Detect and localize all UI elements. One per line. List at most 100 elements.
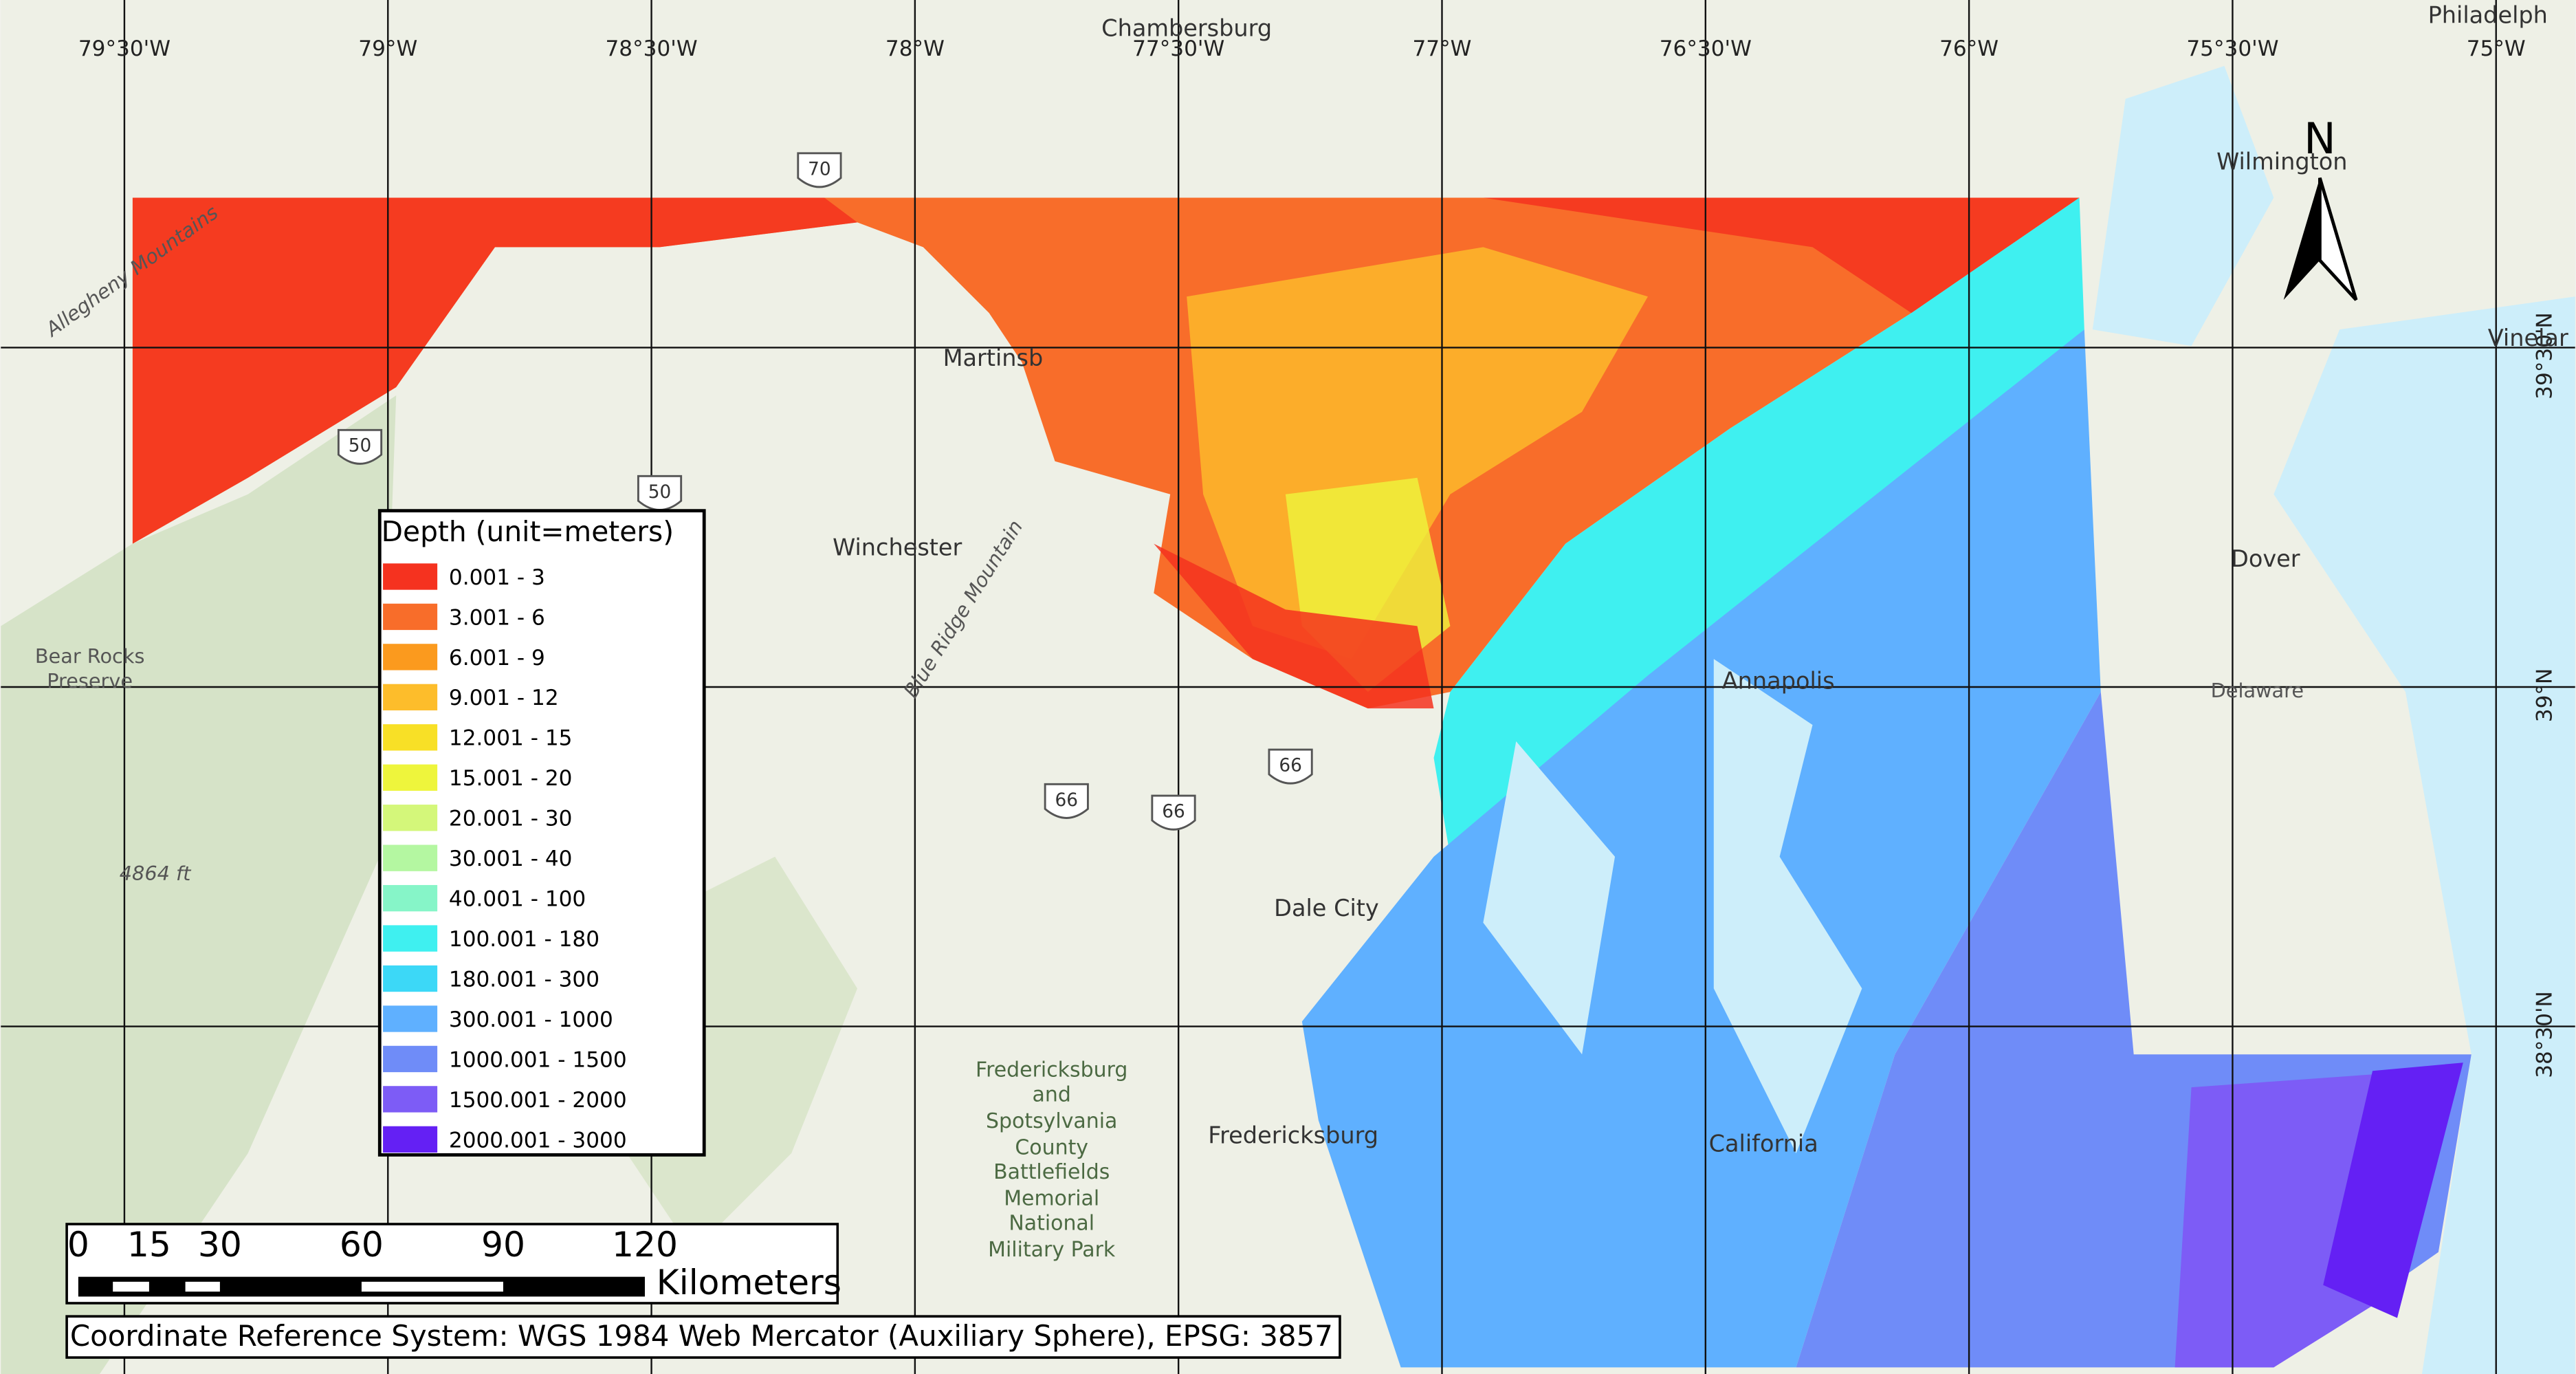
shield-label: 50 — [648, 482, 672, 503]
place-label: Philadelph — [2428, 1, 2548, 28]
legend-label: 15.001 - 20 — [449, 766, 573, 791]
latitude-label: 39°30'N — [2533, 312, 2557, 400]
place-label: Fredericksburg — [1208, 1122, 1378, 1149]
place-label: Vinelar — [2488, 325, 2568, 351]
place-label: Martinsb — [943, 345, 1044, 371]
latitude-label: 39°N — [2533, 668, 2557, 722]
legend-label: 2000.001 - 3000 — [449, 1128, 627, 1153]
longitude-label: 77°W — [1413, 36, 1472, 61]
legend-swatch — [383, 1005, 438, 1032]
longitude-label: 79°30'W — [78, 36, 170, 61]
scale-segment — [361, 1281, 503, 1292]
place-label: Dale City — [1274, 895, 1379, 922]
scale-label: 0 — [67, 1224, 89, 1265]
depth-zone-cyan — [1433, 197, 2084, 857]
place-label: Wilmington — [2216, 149, 2347, 175]
shield — [1268, 748, 1313, 785]
legend-swatch — [383, 965, 438, 992]
shield-label: 66 — [1279, 755, 1302, 776]
water — [2092, 65, 2274, 347]
crs-label: Coordinate Reference System: WGS 1984 We… — [70, 1319, 1333, 1353]
place-label: 4864 ft — [120, 862, 192, 885]
longitude-label: 76°W — [1939, 36, 1999, 61]
legend-label: 3.001 - 6 — [449, 605, 545, 630]
legend-swatch — [383, 603, 438, 631]
legend-title: Depth (unit=meters) — [382, 515, 674, 548]
legend-swatch — [383, 925, 438, 952]
place-label: Preserve — [47, 669, 133, 693]
place-label: Battlefields — [993, 1160, 1110, 1184]
scale-segments: 0 15 30 60 90 120 — [67, 1224, 678, 1297]
legend-label: 1500.001 - 2000 — [449, 1088, 627, 1113]
scale-unit: Kilometers — [657, 1262, 841, 1302]
place-label: and — [1033, 1083, 1071, 1107]
shield-label: 66 — [1162, 802, 1185, 822]
north-arrow: N — [2283, 113, 2358, 301]
place-label: Bear Rocks — [35, 644, 145, 668]
shield-label: 50 — [349, 436, 372, 457]
legend-label: 100.001 - 180 — [449, 927, 599, 952]
legend-label: 30.001 - 40 — [449, 847, 573, 871]
legend-label: 6.001 - 9 — [449, 646, 545, 670]
place-label: Spotsylvania — [986, 1109, 1117, 1133]
scale-label: 30 — [198, 1224, 242, 1265]
depth-zone-deep — [2323, 1062, 2463, 1318]
legend-swatch — [383, 1045, 438, 1073]
legend-label: 300.001 - 1000 — [449, 1007, 613, 1032]
scale-label: 60 — [340, 1224, 384, 1265]
place-label: Dover — [2231, 545, 2300, 572]
place-label: Delaware — [2211, 679, 2304, 702]
scale-label: 120 — [612, 1224, 678, 1265]
scale-bar: 0 15 30 60 90 120 Kilometers — [65, 1223, 841, 1305]
place-label: Chambersburg — [1101, 15, 1272, 42]
place-label: California — [1709, 1131, 1818, 1157]
longitude-label: 78°30'W — [606, 36, 698, 61]
legend-label: 12.001 - 15 — [449, 726, 573, 751]
scale-label: 90 — [481, 1224, 525, 1265]
place-label: Fredericksburg — [976, 1058, 1127, 1082]
depth-zone-red — [132, 197, 2080, 709]
longitude-label: 75°W — [2467, 36, 2526, 61]
legend-label: 1000.001 - 1500 — [449, 1047, 627, 1072]
place-label: Memorial — [1004, 1187, 1099, 1211]
water — [2274, 296, 2575, 1374]
legend-swatch — [383, 644, 438, 670]
legend-swatch — [383, 724, 438, 751]
shield — [1044, 783, 1089, 819]
longitude-label: 77°30'W — [1132, 36, 1224, 61]
scale-segment — [185, 1281, 220, 1292]
place-label: Winchester — [833, 534, 962, 560]
highway-shields: 70 50 50 66 66 66 — [337, 152, 1313, 831]
legend: Depth (unit=meters) 0.001 - 3 3.001 - 6 6.… — [377, 509, 706, 1157]
legend-swatch — [383, 884, 438, 912]
north-label: N — [2304, 113, 2336, 164]
north-arrow-right — [2318, 177, 2358, 301]
shield-label: 70 — [808, 159, 831, 179]
legend-label: 20.001 - 30 — [449, 807, 573, 831]
depth-zone-blue — [1301, 329, 2101, 1368]
crs-box — [65, 1315, 1341, 1359]
longitude-label: 79°W — [358, 36, 417, 61]
legend-swatch — [383, 844, 438, 871]
legend-label: 0.001 - 3 — [449, 565, 545, 590]
shield-label: 66 — [1055, 790, 1079, 811]
legend-swatch — [383, 563, 438, 590]
legend-swatch — [383, 684, 438, 711]
legend-items: 0.001 - 3 3.001 - 6 6.001 - 9 9.001 - 12 12.… — [383, 563, 627, 1153]
water — [1483, 659, 1862, 1153]
longitude-label: 76°30'W — [1660, 36, 1752, 61]
shield — [1151, 794, 1196, 831]
legend-label: 9.001 - 12 — [449, 686, 559, 710]
north-arrow-left — [2283, 177, 2320, 301]
scale-label: 15 — [127, 1224, 171, 1265]
place-label: Military Park — [988, 1238, 1116, 1262]
legend-swatch — [383, 764, 438, 791]
shield — [337, 428, 383, 465]
legend-swatch — [383, 1126, 438, 1153]
forest — [1, 395, 397, 1374]
scale-segment — [113, 1281, 149, 1292]
longitude-label: 75°30'W — [2186, 36, 2278, 61]
longitude-label: 78°W — [885, 36, 945, 61]
